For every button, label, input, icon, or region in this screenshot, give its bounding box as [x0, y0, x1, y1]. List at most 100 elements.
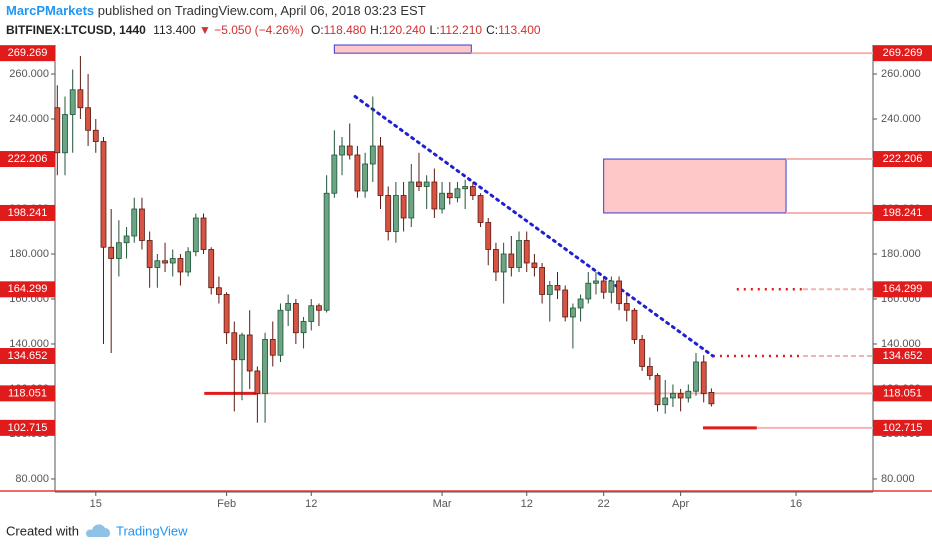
candle-body	[100, 141, 107, 248]
level-label-box	[0, 204, 55, 221]
x-tick-label: 16	[790, 498, 802, 510]
candle-body	[385, 195, 392, 232]
candle-body	[216, 287, 222, 295]
candle-body	[500, 253, 507, 273]
candle-body	[377, 145, 384, 196]
y-tick-label: 140.000	[9, 338, 49, 350]
level-label: 118.051	[8, 387, 47, 399]
candle-body	[616, 280, 622, 304]
candle-body	[308, 305, 315, 322]
candle-body	[69, 89, 76, 115]
candle-body	[577, 298, 584, 309]
ohlc-value: 113.400	[498, 23, 541, 37]
published: published on TradingView.com, April 06, …	[98, 3, 426, 18]
level-label: 118.051	[883, 387, 922, 399]
ohlc-key: L:	[430, 23, 440, 37]
level-label: 198.241	[8, 207, 48, 219]
candle-body	[54, 107, 61, 154]
candle-body	[477, 195, 484, 223]
candle-body	[254, 370, 261, 394]
candle-body	[523, 240, 530, 264]
candle-body	[346, 145, 353, 156]
candle-body	[285, 303, 292, 311]
y-tick-label: 180.000	[881, 248, 921, 260]
level-label-box	[873, 204, 932, 221]
level-label-box	[873, 281, 932, 298]
symbol: BITFINEX:LTCUSD, 1440	[6, 23, 146, 37]
candle-body	[531, 262, 538, 268]
x-tick-label: Mar	[433, 498, 452, 510]
candle-body	[585, 282, 592, 300]
candle-body	[92, 129, 99, 142]
y-tick-label: 80.000	[15, 473, 49, 485]
level-label-box	[0, 348, 55, 365]
candle-body	[208, 249, 215, 289]
candle-body	[323, 192, 330, 311]
candle-body	[154, 260, 161, 268]
candle-body	[439, 192, 445, 210]
candle-body	[269, 339, 276, 356]
candle-body	[485, 222, 492, 250]
change-arrow: ▼	[199, 23, 211, 37]
ohlc-value: 112.210	[440, 23, 483, 37]
candle-body	[646, 366, 653, 376]
candle-body	[562, 289, 569, 318]
level-label-box	[873, 348, 932, 365]
level-label-box	[0, 385, 55, 402]
candle-body	[554, 285, 561, 291]
ohlc-value: 120.240	[382, 23, 426, 37]
author: MarcPMarkets	[6, 3, 94, 18]
candle-body	[446, 192, 453, 199]
candle-body	[200, 217, 207, 250]
candle-body	[693, 361, 699, 392]
candle-body	[546, 285, 553, 295]
x-tick-label: 22	[598, 498, 610, 510]
level-label-box	[0, 281, 55, 298]
ohlc-key: H:	[370, 23, 382, 37]
x-tick-label: 15	[90, 498, 102, 510]
level-label: 134.652	[883, 350, 923, 362]
level-label: 164.299	[8, 283, 48, 295]
y-tick-label: 240.000	[881, 113, 921, 125]
candle-body	[239, 334, 245, 361]
candle-body	[85, 107, 91, 131]
y-tick-label: 240.000	[9, 113, 49, 125]
candle-body	[292, 303, 299, 334]
candle-body	[600, 280, 607, 293]
candle-body	[516, 240, 522, 268]
candle-body	[416, 181, 422, 187]
logo-icon	[85, 524, 111, 537]
x-tick-label: 12	[305, 498, 317, 510]
candle-body	[62, 114, 68, 154]
level-label-box	[873, 45, 932, 62]
level-label-box	[0, 419, 55, 436]
candle-body	[192, 217, 199, 253]
candle-body	[685, 390, 692, 399]
y-tick-label: 140.000	[881, 338, 921, 350]
candle-body	[462, 186, 469, 190]
level-label-box	[873, 419, 932, 436]
y-tick-label: 180.000	[9, 248, 49, 260]
candle-body	[392, 195, 399, 232]
candle-body	[654, 375, 661, 406]
candle-body	[623, 303, 630, 311]
candle-body	[331, 154, 338, 194]
candle-body	[131, 208, 138, 237]
candle-body	[569, 307, 576, 318]
candle-body	[177, 258, 184, 273]
candle-body	[262, 339, 268, 394]
candle-body	[408, 181, 415, 219]
quote-line: BITFINEX:LTCUSD, 1440 113.400 ▼ −5.050 (…	[6, 23, 541, 37]
ohlc-value: 118.480	[324, 23, 367, 37]
zone-box	[333, 44, 472, 54]
candle-body	[77, 89, 84, 109]
candle-body	[123, 235, 130, 244]
footer-created: Created with	[6, 523, 79, 538]
level-label: 102.715	[883, 422, 923, 434]
ohlc-key: C:	[486, 23, 498, 37]
candle-body	[169, 258, 176, 264]
candle-body	[369, 145, 376, 165]
candle-body	[708, 391, 715, 405]
candle-body	[115, 242, 122, 259]
candle-body	[508, 253, 515, 268]
